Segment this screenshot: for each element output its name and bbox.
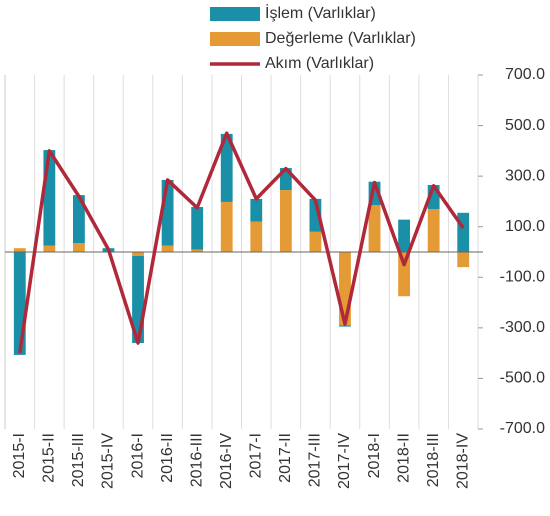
bar (427, 184, 440, 210)
x-tick-label: 2017-I (248, 433, 265, 478)
bar (457, 252, 470, 268)
x-tick-label: 2015-IV (100, 433, 117, 489)
x-tick-label: 2017-II (277, 433, 294, 483)
legend-label: Değerleme (Varlıklar) (265, 30, 416, 47)
bar (161, 245, 174, 252)
y-tick-label: 300.0 (505, 167, 545, 184)
bar (339, 325, 351, 327)
x-tick-label: 2016-III (188, 433, 205, 487)
bar (279, 190, 292, 252)
legend-swatch (210, 32, 260, 46)
bar (13, 248, 26, 252)
x-tick-label: 2018-III (425, 433, 442, 487)
bar (132, 252, 144, 256)
bar (368, 181, 381, 206)
bar (368, 205, 381, 252)
legend-label: İşlem (Varlıklar) (265, 3, 376, 22)
line (18, 131, 465, 354)
x-tick-label: 2017-IV (336, 433, 353, 489)
bar (161, 179, 174, 246)
x-tick-label: 2015-I (11, 433, 28, 478)
x-tick-label: 2016-II (159, 433, 176, 483)
x-tick-label: 2015-III (70, 433, 87, 487)
bar (191, 249, 204, 252)
x-tick-label: 2018-II (395, 433, 412, 483)
bar (72, 195, 85, 244)
y-tick-label: -100.0 (500, 269, 545, 286)
bar (398, 219, 411, 252)
bar (13, 252, 26, 355)
bar (309, 231, 322, 252)
bar (250, 221, 263, 252)
bar (398, 252, 411, 297)
x-tick-label: 2018-IV (454, 433, 471, 489)
x-tick-label: 2018-I (366, 433, 383, 478)
bar (220, 133, 233, 202)
bar (250, 198, 263, 222)
y-tick-label: -700.0 (500, 420, 545, 437)
y-tick-label: 700.0 (505, 66, 545, 83)
x-tick-label: 2016-I (129, 433, 146, 478)
bar (457, 212, 470, 252)
bar (72, 243, 85, 252)
x-tick-label: 2016-IV (218, 433, 235, 489)
y-tick-label: -500.0 (500, 370, 545, 387)
legend-label: Akım (Varlıklar) (265, 55, 374, 72)
legend-swatch (210, 7, 260, 21)
bar (339, 252, 351, 326)
y-tick-label: 500.0 (505, 117, 545, 134)
bar (279, 168, 292, 191)
y-tick-label: 100.0 (505, 218, 545, 235)
bar (309, 198, 322, 232)
y-tick-label: -300.0 (500, 319, 545, 336)
bar (427, 209, 440, 252)
bar (43, 245, 56, 252)
x-tick-label: 2017-III (307, 433, 324, 487)
bar (220, 201, 233, 252)
x-tick-label: 2015-II (41, 433, 58, 483)
bar (132, 255, 144, 344)
bar (43, 150, 56, 246)
bar (191, 206, 204, 250)
